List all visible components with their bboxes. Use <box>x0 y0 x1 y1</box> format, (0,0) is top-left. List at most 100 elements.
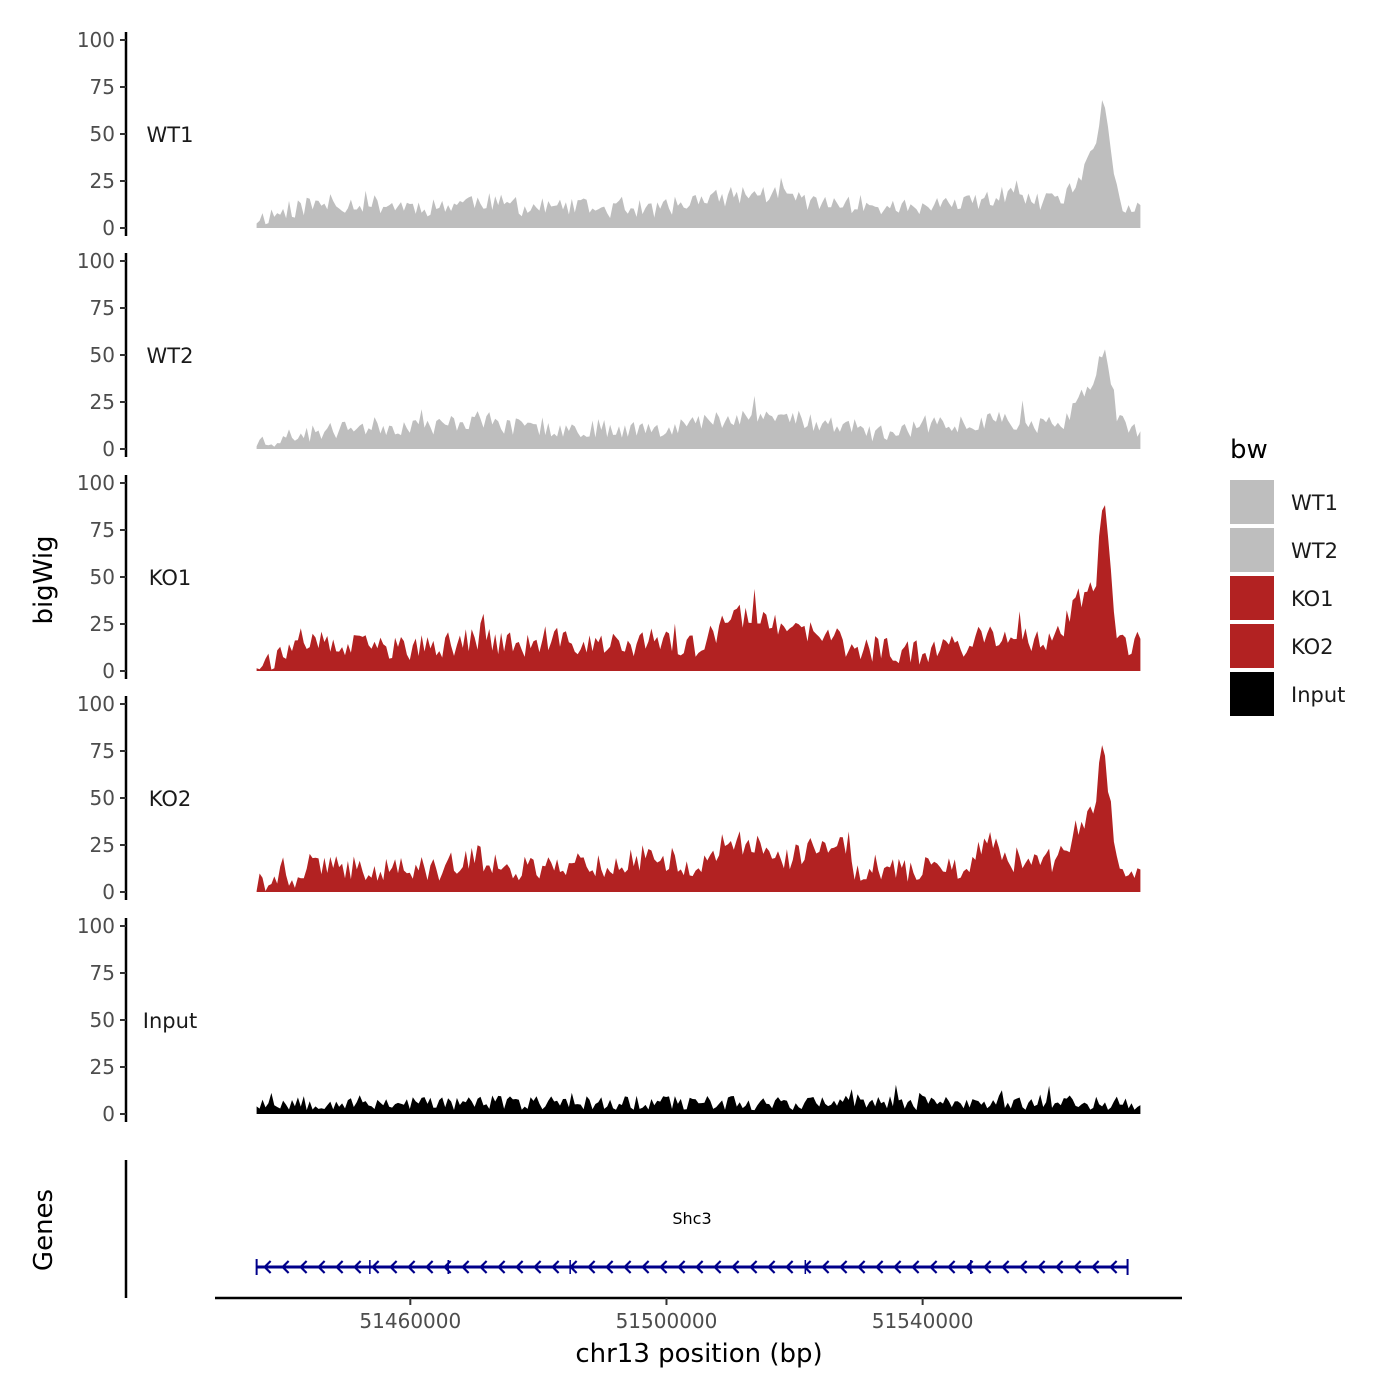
y-tick-label: 75 <box>90 518 115 542</box>
legend-title: bw <box>1230 435 1268 465</box>
y-tick-label: 25 <box>90 833 115 857</box>
track-label: KO1 <box>149 566 192 590</box>
strand-arrow <box>1109 1260 1118 1274</box>
strand-arrow <box>389 1260 398 1274</box>
x-tick-label: 51540000 <box>872 1309 974 1333</box>
track-label: WT2 <box>147 344 194 368</box>
y-tick-label: 25 <box>90 1055 115 1079</box>
strand-arrow <box>317 1260 326 1274</box>
strand-arrow <box>983 1260 992 1274</box>
strand-arrow <box>299 1260 308 1274</box>
bigwig-tracks: 0255075100WT10255075100WT20255075100KO10… <box>77 28 1141 1126</box>
genes-track <box>124 1160 1129 1298</box>
y-tick-label: 0 <box>102 659 115 683</box>
y-tick-label: 0 <box>102 880 115 904</box>
coverage-area-ko1 <box>256 505 1141 671</box>
strand-arrow <box>839 1260 848 1274</box>
legend-key-input <box>1230 672 1274 716</box>
strand-arrow <box>407 1260 416 1274</box>
y-axis-title: bigWig <box>29 535 59 624</box>
legend-key-ko1 <box>1230 576 1274 620</box>
x-tick-label: 51500000 <box>616 1309 718 1333</box>
y-tick-label: 50 <box>90 786 115 810</box>
y-tick-label: 25 <box>90 612 115 636</box>
y-tick-label: 50 <box>90 565 115 589</box>
strand-arrow <box>335 1260 344 1274</box>
genes-track-title: Genes <box>29 1189 59 1271</box>
strand-arrow <box>947 1260 956 1274</box>
y-tick-label: 50 <box>90 343 115 367</box>
strand-arrow <box>911 1260 920 1274</box>
strand-arrow <box>533 1260 542 1274</box>
strand-arrow <box>461 1260 470 1274</box>
y-tick-label: 75 <box>90 296 115 320</box>
legend-label-ko1: KO1 <box>1291 587 1334 611</box>
y-tick-label: 25 <box>90 390 115 414</box>
legend-label-ko2: KO2 <box>1291 635 1334 659</box>
strand-arrow <box>425 1260 434 1274</box>
strand-arrow <box>713 1260 722 1274</box>
y-tick-label: 50 <box>90 122 115 146</box>
track-label: WT1 <box>147 123 194 147</box>
strand-arrow <box>677 1260 686 1274</box>
strand-arrow <box>281 1260 290 1274</box>
track-ko1: 0 25 50 75 100 KO1 <box>77 471 1141 683</box>
legend-key-wt1 <box>1230 480 1274 524</box>
x-axis: 51460000 51500000 51540000 <box>215 1296 1182 1333</box>
strand-arrow <box>857 1260 866 1274</box>
legend-key-wt2 <box>1230 528 1274 572</box>
y-tick-label: 100 <box>77 471 115 495</box>
strand-arrow <box>497 1260 506 1274</box>
strand-arrow <box>785 1260 794 1274</box>
legend-label-wt1: WT1 <box>1291 491 1338 515</box>
strand-arrow <box>605 1260 614 1274</box>
strand-arrow <box>1055 1260 1064 1274</box>
track-label: KO2 <box>149 787 192 811</box>
strand-arrow <box>929 1260 938 1274</box>
strand-arrow <box>263 1260 272 1274</box>
strand-arrow <box>731 1260 740 1274</box>
legend-label-wt2: WT2 <box>1291 539 1338 563</box>
strand-arrow <box>1073 1260 1082 1274</box>
x-axis-title: chr13 position (bp) <box>575 1339 822 1369</box>
legend-key-ko2 <box>1230 624 1274 668</box>
strand-arrow <box>695 1260 704 1274</box>
y-tick-label: 75 <box>90 75 115 99</box>
strand-arrow <box>659 1260 668 1274</box>
gene-label: Shc3 <box>672 1209 711 1228</box>
strand-arrow <box>515 1260 524 1274</box>
legend: WT1 WT2 KO1 KO2 Input <box>1230 480 1345 716</box>
strand-arrow <box>1037 1260 1046 1274</box>
coverage-area-ko2 <box>256 745 1141 892</box>
y-tick-label: 75 <box>90 961 115 985</box>
coverage-area-wt1 <box>256 100 1141 228</box>
strand-arrow <box>1019 1260 1028 1274</box>
strand-arrow <box>1001 1260 1010 1274</box>
y-tick-label: 25 <box>90 169 115 193</box>
y-tick-label: 100 <box>77 28 115 52</box>
y-tick-label: 0 <box>102 1102 115 1126</box>
strand-arrow <box>371 1260 380 1274</box>
strand-arrow <box>749 1260 758 1274</box>
coverage-area-wt2 <box>256 349 1141 449</box>
strand-arrow <box>551 1260 560 1274</box>
y-tick-label: 75 <box>90 739 115 763</box>
strand-arrow <box>893 1260 902 1274</box>
strand-arrow <box>587 1260 596 1274</box>
strand-arrow <box>641 1260 650 1274</box>
y-tick-label: 50 <box>90 1008 115 1032</box>
strand-arrow <box>767 1260 776 1274</box>
strand-arrow <box>479 1260 488 1274</box>
strand-arrow <box>875 1260 884 1274</box>
y-tick-label: 100 <box>77 249 115 273</box>
strand-arrow <box>1091 1260 1100 1274</box>
track-wt1: 0 25 50 75 100 WT1 <box>77 28 1141 240</box>
y-tick-label: 0 <box>102 216 115 240</box>
strand-arrow <box>623 1260 632 1274</box>
track-ko2: 0 25 50 75 100 KO2 <box>77 692 1141 904</box>
track-label: Input <box>143 1009 197 1033</box>
track-input: 0 25 50 75 100 Input <box>77 914 1141 1126</box>
x-tick-label: 51460000 <box>359 1309 461 1333</box>
